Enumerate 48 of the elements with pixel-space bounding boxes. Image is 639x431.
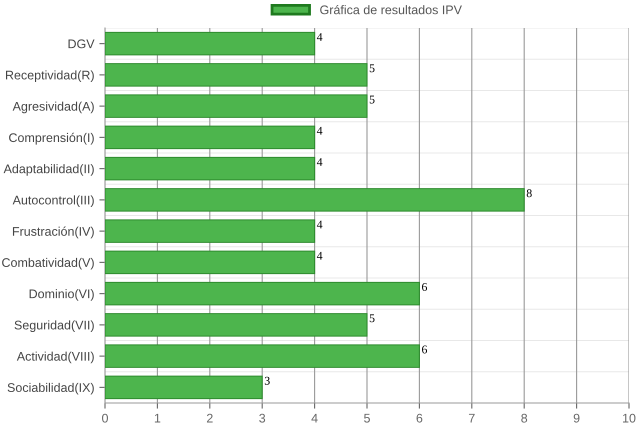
- bar: [105, 126, 316, 150]
- y-tick-label: Agresividad(A): [12, 102, 94, 114]
- y-tick-label: Adaptabilidad(II): [4, 164, 94, 176]
- x-tick-label: 0: [102, 414, 108, 423]
- y-tick-label: Receptividad(R): [6, 70, 94, 82]
- bar: [105, 282, 420, 306]
- y-tick-label: DGV: [68, 39, 95, 48]
- y-tick-label: Combatividad(V): [2, 258, 94, 270]
- data-label: 4: [316, 158, 322, 166]
- x-tick-label: 7: [468, 414, 475, 422]
- data-label: 4: [316, 33, 322, 41]
- data-label: 5: [370, 96, 375, 104]
- bar: [105, 94, 368, 118]
- data-label: 8: [526, 189, 532, 198]
- x-tick-label: 9: [574, 414, 580, 423]
- bar: [105, 219, 316, 243]
- bar: [105, 376, 263, 400]
- bar: [105, 344, 420, 368]
- data-label: 4: [316, 126, 322, 135]
- y-tick-label: Comprensión(I): [9, 132, 94, 145]
- y-tick-label: Autocontrol(III): [12, 195, 94, 207]
- x-tick-label: 6: [416, 414, 422, 423]
- data-label: 5: [370, 64, 375, 72]
- y-tick-label: Sociabilidad(IX): [8, 382, 94, 394]
- y-tick-label: Actividad(VIII): [16, 352, 94, 364]
- data-label: 4: [316, 220, 322, 228]
- bar: [105, 156, 316, 180]
- x-tick-label: 3: [259, 414, 266, 423]
- x-tick-label: 8: [521, 414, 528, 423]
- bar: [105, 313, 368, 337]
- x-tick-label: 4: [311, 414, 318, 422]
- data-label: 6: [422, 283, 428, 291]
- bar: [105, 63, 368, 87]
- x-tick-label: 10: [623, 414, 636, 423]
- y-tick-label: Seguridad(VII): [14, 320, 94, 332]
- data-label: 5: [370, 314, 375, 322]
- bar: [105, 32, 316, 56]
- data-label: 3: [264, 376, 270, 385]
- data-label: 4: [316, 252, 322, 260]
- y-tick-label: Frustración(IV): [12, 226, 94, 238]
- bar: [105, 250, 316, 274]
- x-tick-label: 2: [206, 414, 213, 422]
- legend-label: Gráfica de resultados IPV: [320, 4, 462, 14]
- data-label: 6: [422, 346, 428, 354]
- bar: [105, 188, 525, 212]
- x-tick-label: 5: [364, 414, 370, 423]
- x-tick-label: 1: [154, 414, 160, 422]
- y-tick-label: Dominio(VI): [30, 289, 94, 301]
